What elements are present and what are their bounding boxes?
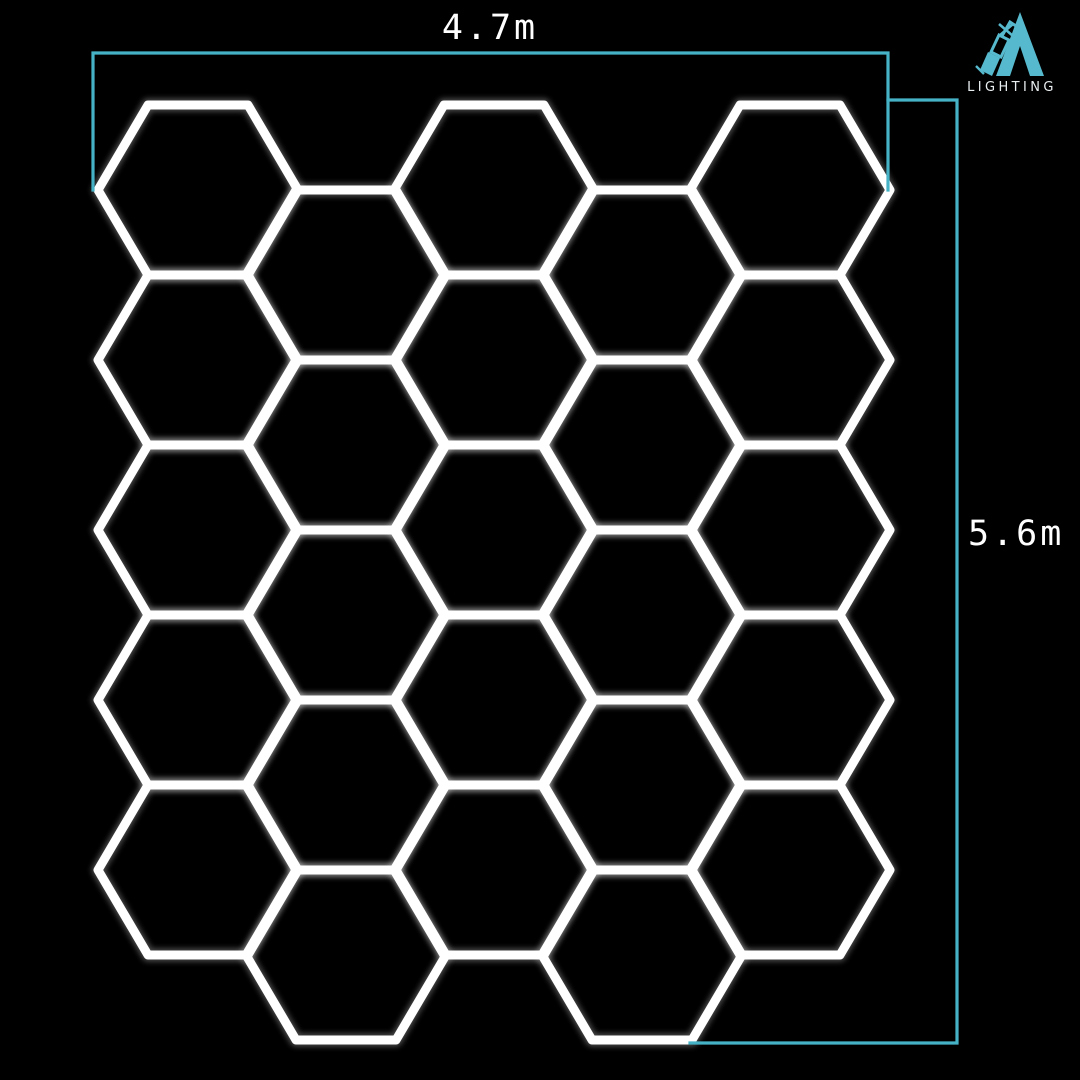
hexagon-cell[interactable] <box>537 525 747 705</box>
hexagon-cell[interactable] <box>537 355 747 535</box>
hexagon-cell[interactable] <box>389 270 599 450</box>
hexagon-cell[interactable] <box>685 610 895 790</box>
logo-lamp-glyph <box>975 19 1017 76</box>
hexagon-cell[interactable] <box>241 355 451 535</box>
dimension-lines <box>91 51 959 1045</box>
hexagon-cell[interactable] <box>241 525 451 705</box>
a-lighting-logo-icon <box>975 12 1044 76</box>
hexagon-cell[interactable] <box>241 185 451 365</box>
hexagon-cell[interactable] <box>93 440 303 620</box>
logo-a-letter <box>996 12 1044 76</box>
hexagon-cell[interactable] <box>537 865 747 1045</box>
hexagon-cell[interactable] <box>389 610 599 790</box>
hexagon-cell[interactable] <box>685 440 895 620</box>
hexagon-cell[interactable] <box>685 780 895 960</box>
hexagon-grid <box>93 100 895 1045</box>
hexagon-cell[interactable] <box>537 695 747 875</box>
hexagon-cell[interactable] <box>685 270 895 450</box>
brand-wordmark: LIGHTING <box>967 80 1057 95</box>
hexagon-cell[interactable] <box>93 270 303 450</box>
width-dimension-line <box>91 51 890 192</box>
height-dimension-label: 5.6m <box>968 514 1065 554</box>
hexagon-cell[interactable] <box>537 185 747 365</box>
hexagon-cell[interactable] <box>93 780 303 960</box>
hexagon-cell[interactable] <box>389 440 599 620</box>
hexagon-cell[interactable] <box>241 865 451 1045</box>
hexagon-cell[interactable] <box>241 695 451 875</box>
hexagon-cell[interactable] <box>93 610 303 790</box>
hexagon-cell[interactable] <box>685 100 895 280</box>
height-dimension-line <box>688 98 959 1045</box>
brand-logo: LIGHTING <box>958 8 1066 104</box>
hexagon-cell[interactable] <box>389 100 599 280</box>
hexagon-cell[interactable] <box>389 780 599 960</box>
hexagon-cell[interactable] <box>93 100 303 280</box>
width-dimension-label: 4.7m <box>441 8 539 48</box>
hexagon-glow-layer <box>91 98 897 1047</box>
